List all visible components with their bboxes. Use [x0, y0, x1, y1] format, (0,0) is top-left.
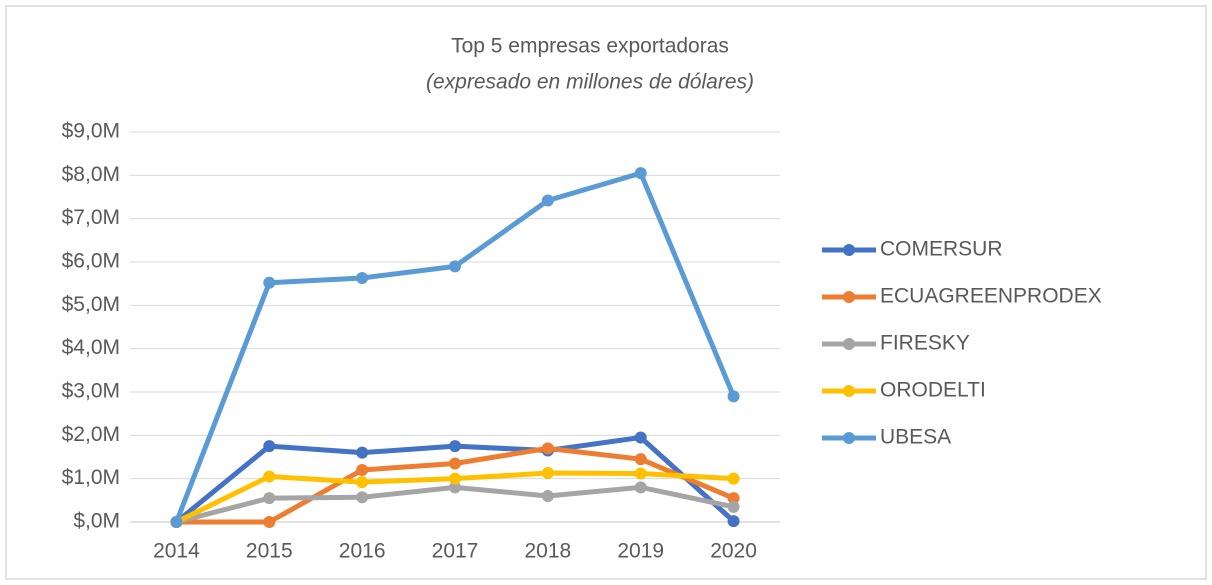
- data-point: [449, 457, 461, 470]
- y-tick-label: $6,0M: [62, 250, 120, 273]
- chart-frame: [5, 5, 1207, 580]
- legend-label: COMERSUR: [880, 238, 1003, 261]
- data-point: [727, 500, 740, 513]
- y-tick-label: $2,0M: [62, 423, 120, 446]
- data-point: [356, 476, 369, 489]
- data-point: [634, 467, 647, 480]
- y-tick-label: $7,0M: [62, 206, 120, 229]
- data-point: [449, 481, 461, 494]
- data-point: [727, 492, 740, 505]
- y-tick-label: $1,0M: [62, 466, 120, 489]
- legend-label: UBESA: [880, 426, 951, 449]
- x-tick-label: 2017: [432, 540, 479, 563]
- data-point: [634, 431, 647, 444]
- y-tick-label: $9,0M: [62, 120, 120, 143]
- data-point: [449, 260, 461, 273]
- data-point: [170, 516, 183, 528]
- x-tick-label: 2018: [524, 540, 571, 563]
- data-point: [634, 167, 647, 180]
- data-point: [727, 472, 740, 485]
- data-point: [356, 464, 369, 476]
- legend-marker: [843, 385, 855, 397]
- data-point: [541, 194, 554, 207]
- y-tick-label: $4,0M: [62, 336, 120, 359]
- y-tick-label: $,0M: [73, 510, 120, 533]
- data-point: [263, 470, 276, 483]
- y-tick-label: $5,0M: [62, 293, 120, 316]
- x-tick-label: 2020: [710, 540, 757, 563]
- data-point: [263, 440, 276, 453]
- data-point: [449, 472, 461, 485]
- legend-marker: [843, 432, 855, 444]
- data-point: [356, 446, 369, 459]
- data-point: [449, 440, 461, 453]
- data-point: [634, 453, 647, 466]
- x-tick-label: 2019: [617, 540, 664, 563]
- data-point: [263, 492, 276, 505]
- data-point: [727, 515, 740, 528]
- data-point: [263, 276, 276, 289]
- y-tick-label: $8,0M: [62, 163, 120, 186]
- legend-marker: [843, 291, 855, 303]
- data-point: [541, 490, 554, 502]
- data-point: [356, 272, 369, 285]
- x-tick-label: 2015: [246, 540, 293, 563]
- x-tick-label: 2014: [153, 540, 200, 563]
- data-point: [634, 481, 647, 494]
- legend-label: ECUAGREENPRODEX: [880, 285, 1102, 308]
- data-point: [727, 390, 740, 403]
- data-point: [541, 442, 554, 455]
- legend-marker: [843, 244, 855, 256]
- legend-label: ORODELTI: [880, 379, 986, 402]
- data-point: [263, 516, 276, 528]
- chart-title: Top 5 empresas exportadoras: [451, 35, 729, 58]
- y-tick-label: $3,0M: [62, 380, 120, 403]
- legend-label: FIRESKY: [880, 332, 970, 355]
- data-point: [541, 467, 554, 480]
- chart-subtitle: (expresado en millones de dólares): [426, 71, 754, 94]
- x-tick-label: 2016: [339, 540, 386, 563]
- legend-marker: [843, 338, 855, 350]
- data-point: [356, 491, 369, 504]
